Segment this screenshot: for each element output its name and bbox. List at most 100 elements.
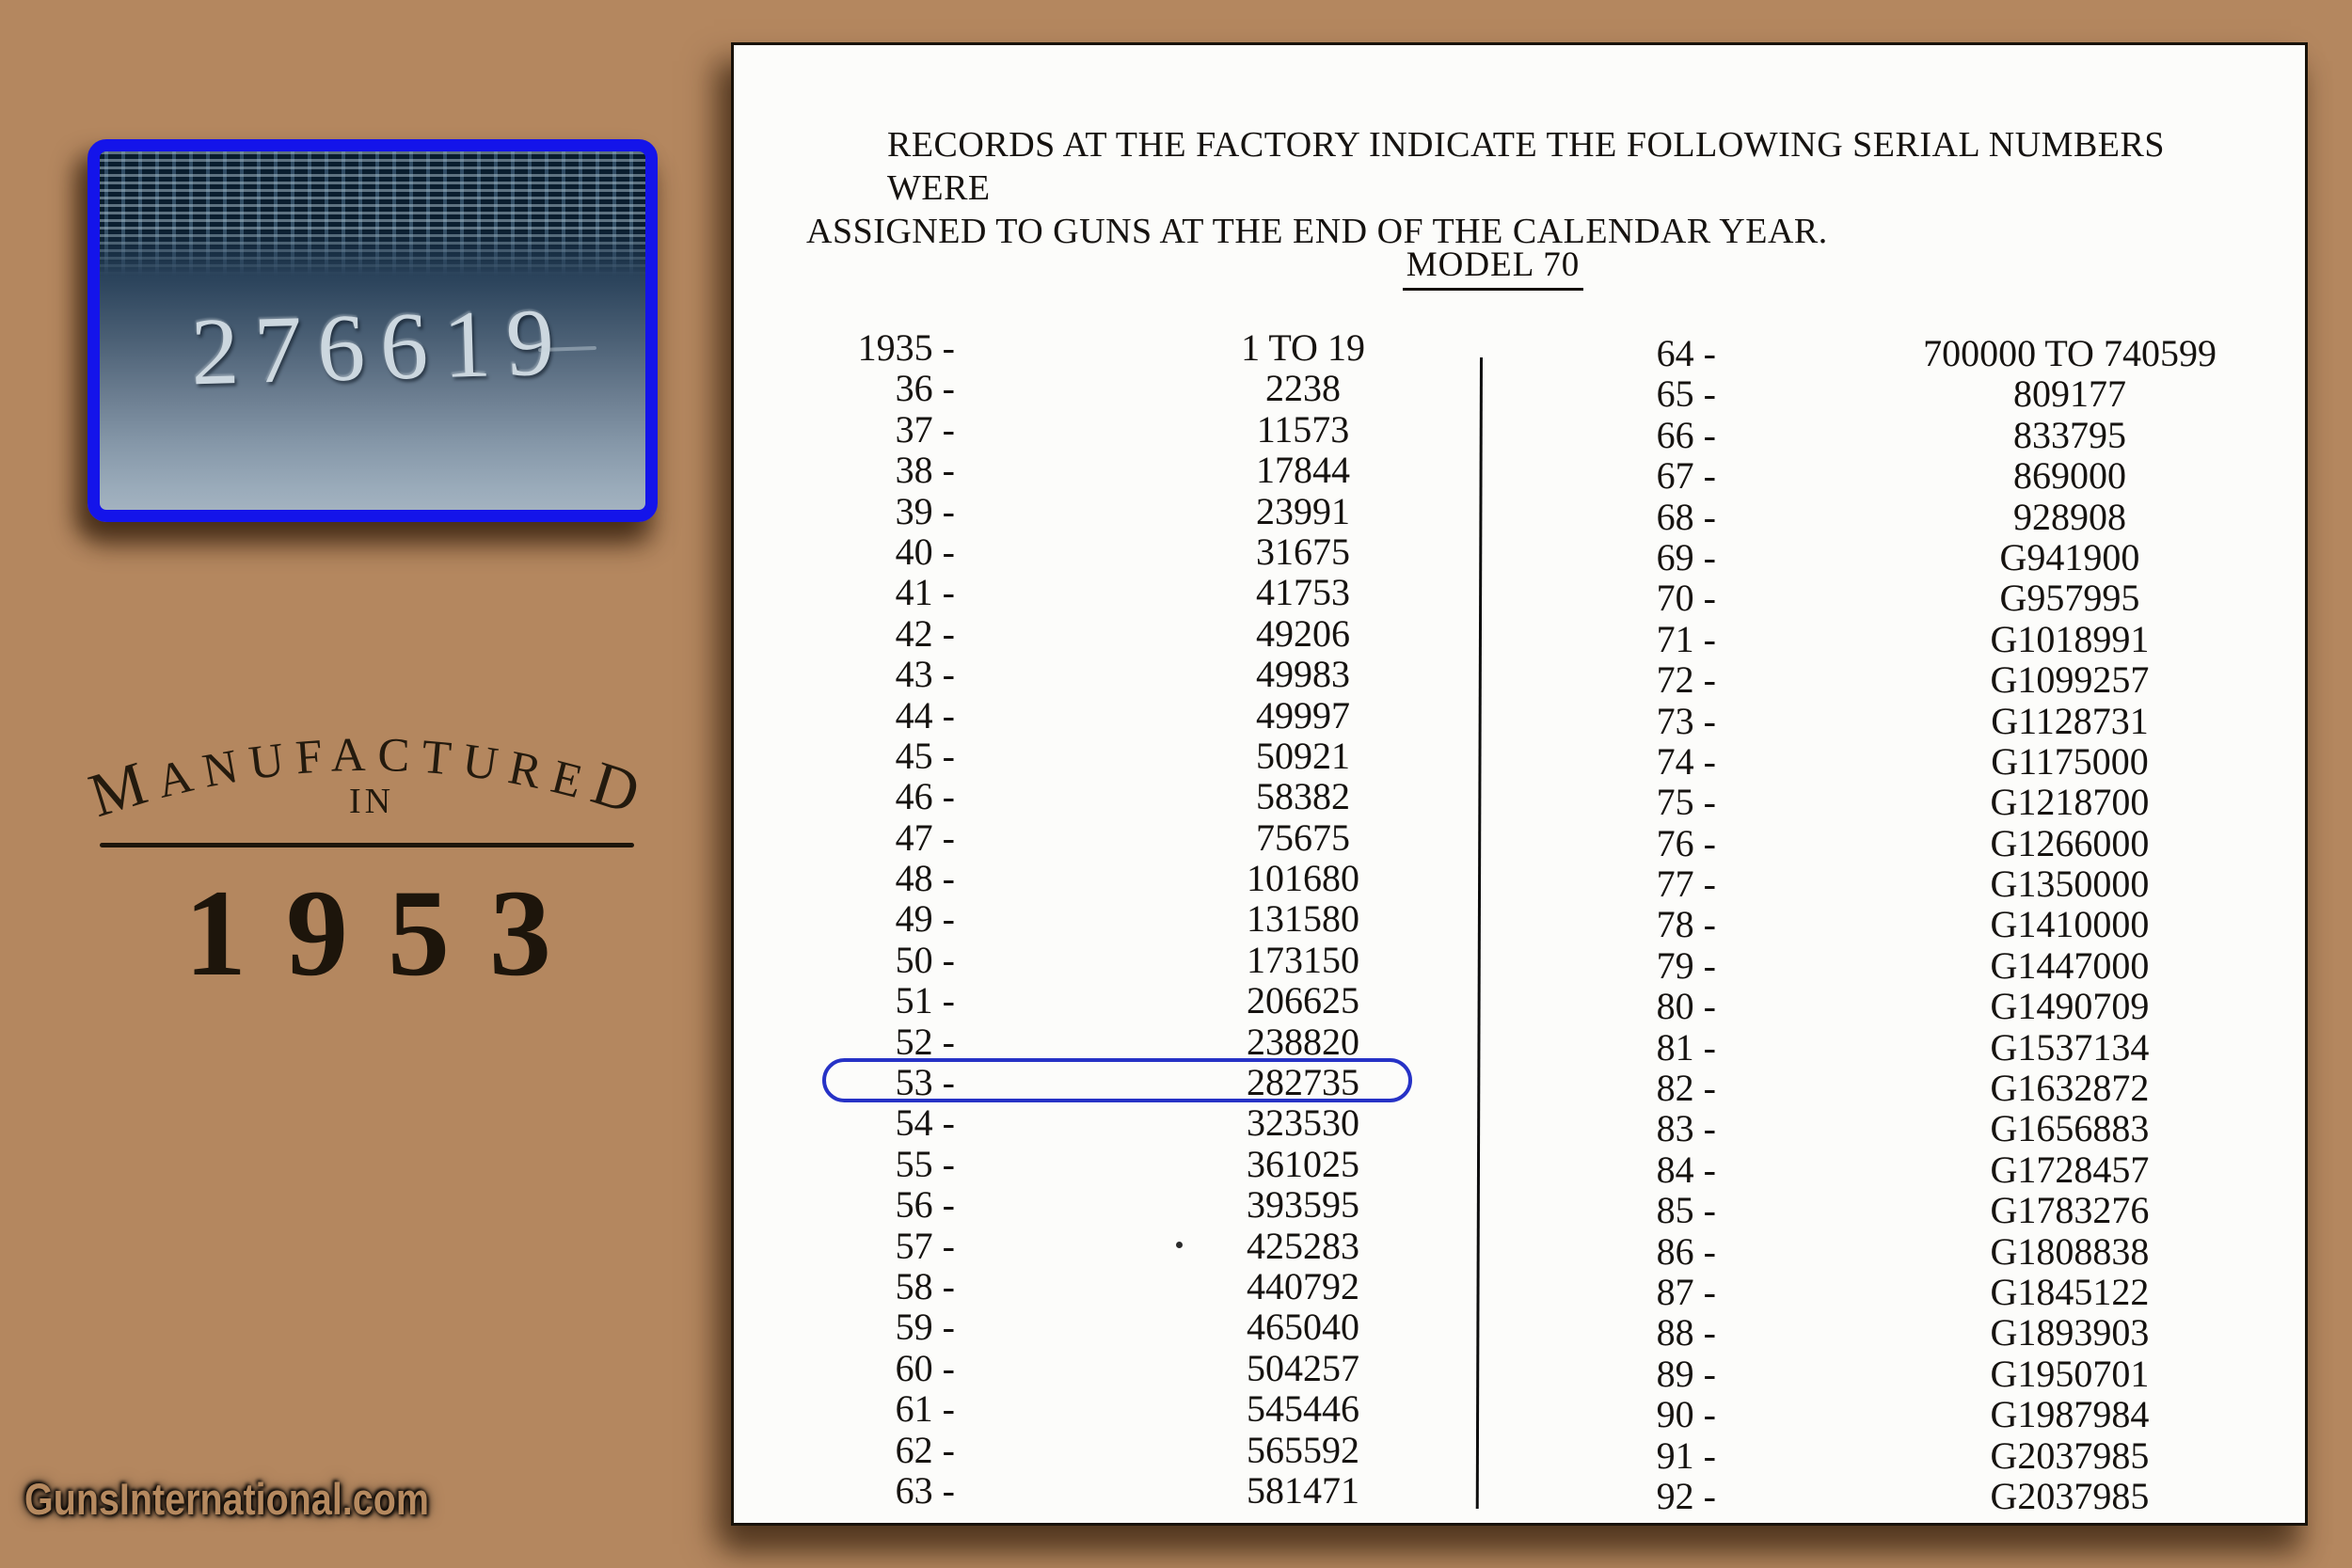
year-label: 78 -	[1656, 903, 1716, 946]
serial-value: 101680	[1247, 857, 1359, 900]
header-line-2: ASSIGNED TO GUNS AT THE END OF THE CALEN…	[806, 212, 1828, 251]
serial-value: G1490709	[1990, 985, 2150, 1028]
year-label: 56 -	[895, 1183, 955, 1227]
year-label: 58 -	[895, 1264, 955, 1307]
year-label: 65 -	[1656, 372, 1716, 416]
serial-value: 581471	[1247, 1468, 1359, 1512]
table-row: 77 - G1350000	[1592, 863, 2194, 905]
year-label: 85 -	[1656, 1189, 1716, 1232]
year-label: 50 -	[895, 938, 955, 981]
table-row: 46 - 58382	[831, 776, 1402, 817]
ink-dot-artifact	[1176, 1242, 1183, 1248]
table-row: 61 - 545446	[831, 1387, 1402, 1431]
year-label: 37 -	[895, 407, 955, 451]
serial-value: G1783276	[1990, 1189, 2150, 1232]
table-row: 60 - 504257	[831, 1347, 1402, 1388]
table-row: 86 - G1808838	[1592, 1230, 2194, 1272]
table-row: 91 - G2037985	[1592, 1434, 2194, 1476]
serial-value: 545446	[1247, 1387, 1359, 1431]
table-row: 88 - G1893903	[1592, 1312, 2194, 1354]
year-label: 69 -	[1656, 535, 1716, 578]
serial-value: G1808838	[1990, 1229, 2150, 1273]
serial-value: 393595	[1247, 1183, 1359, 1227]
year-label: 41 -	[895, 571, 955, 614]
table-row: 69 - G941900	[1592, 537, 2194, 578]
serial-value: G1950701	[1990, 1352, 2150, 1395]
year-label: 67 -	[1656, 454, 1716, 498]
serial-value: G1987984	[1990, 1393, 2150, 1436]
serial-value: G1537134	[1990, 1025, 2150, 1069]
year-label: 40 -	[895, 530, 955, 573]
table-row: 67 - 869000	[1592, 454, 2194, 498]
serial-value: G1410000	[1990, 903, 2150, 946]
table-row: 73 - G1128731	[1592, 700, 2194, 741]
serial-value: G1728457	[1990, 1148, 2150, 1191]
serial-value: 41753	[1256, 571, 1350, 614]
year-label: 49 -	[895, 897, 955, 941]
table-row: 48 - 101680	[831, 857, 1402, 900]
year-label: 80 -	[1656, 985, 1716, 1028]
table-row: 39 - 23991	[831, 490, 1402, 531]
serial-value: G1656883	[1990, 1107, 2150, 1150]
serial-value: G1632872	[1990, 1067, 2150, 1110]
document-title: MODEL 70	[707, 245, 2279, 291]
serial-value: 323530	[1247, 1101, 1359, 1145]
serial-value: 833795	[2013, 413, 2126, 456]
serial-value: 809177	[2013, 372, 2126, 416]
year-label: 64 -	[1656, 332, 1716, 374]
year-label: 82 -	[1656, 1067, 1716, 1110]
serial-value: 17844	[1256, 449, 1350, 492]
table-row: 50 - 173150	[831, 938, 1402, 981]
table-row: 64 - 700000 TO 740599	[1592, 332, 2217, 374]
table-row: 40 - 31675	[831, 530, 1402, 573]
year-label: 55 -	[895, 1142, 955, 1185]
table-row: 1935 - 1 TO 19	[831, 327, 1402, 369]
serial-value: 700000 TO 740599	[1923, 332, 2217, 374]
column-divider-line	[1475, 356, 1483, 1509]
serial-value: 206625	[1247, 979, 1359, 1022]
table-row: 74 - G1175000	[1592, 739, 2194, 783]
table-row: 59 - 465040	[831, 1307, 1402, 1348]
knurl-texture	[100, 151, 645, 276]
serial-value: 565592	[1247, 1428, 1359, 1471]
year-label: 71 -	[1656, 617, 1716, 660]
serial-value: G1266000	[1990, 821, 2150, 864]
year-label: 52 -	[895, 1020, 955, 1063]
table-row: 43 - 49983	[831, 654, 1402, 695]
serial-value: 425283	[1247, 1224, 1359, 1267]
table-row: 41 - 41753	[831, 571, 1402, 614]
table-row: 75 - G1218700	[1592, 782, 2194, 823]
year-label: 38 -	[895, 449, 955, 492]
year-label: 63 -	[895, 1468, 955, 1512]
year-label: 61 -	[895, 1387, 955, 1431]
serial-value: G941900	[1999, 535, 2140, 578]
year-label: 57 -	[895, 1224, 955, 1267]
serial-value: G957995	[1999, 577, 2140, 620]
table-row: 87 - G1845122	[1592, 1272, 2194, 1313]
stamp-divider-line	[100, 843, 634, 847]
table-row: 92 - G2037985	[1592, 1476, 2194, 1517]
year-label: 44 -	[895, 693, 955, 736]
year-label: 90 -	[1656, 1393, 1716, 1436]
year-label: 62 -	[895, 1428, 955, 1471]
serial-value: 173150	[1247, 938, 1359, 981]
table-row: 89 - G1950701	[1592, 1353, 2194, 1394]
serial-value: 465040	[1247, 1306, 1359, 1349]
table-row: 84 - G1728457	[1592, 1148, 2194, 1190]
year-label: 74 -	[1656, 739, 1716, 783]
year-label: 48 -	[895, 857, 955, 900]
year-label: 68 -	[1656, 495, 1716, 538]
table-row: 37 - 11573	[831, 407, 1402, 451]
serial-value: 928908	[2013, 495, 2126, 538]
serial-value: 23991	[1256, 489, 1350, 532]
table-row: 72 - G1099257	[1592, 659, 2194, 701]
table-row: 58 - 440792	[831, 1266, 1402, 1307]
serial-value: 50921	[1256, 734, 1350, 777]
table-row: 76 - G1266000	[1592, 822, 2194, 863]
watermark-text: GunsInternational.com	[24, 1474, 429, 1524]
table-row: 51 - 206625	[831, 980, 1402, 1022]
table-row: 62 - 565592	[831, 1428, 1402, 1471]
serial-photo-frame: 276619	[87, 139, 658, 522]
serial-value: G1845122	[1990, 1270, 2150, 1313]
